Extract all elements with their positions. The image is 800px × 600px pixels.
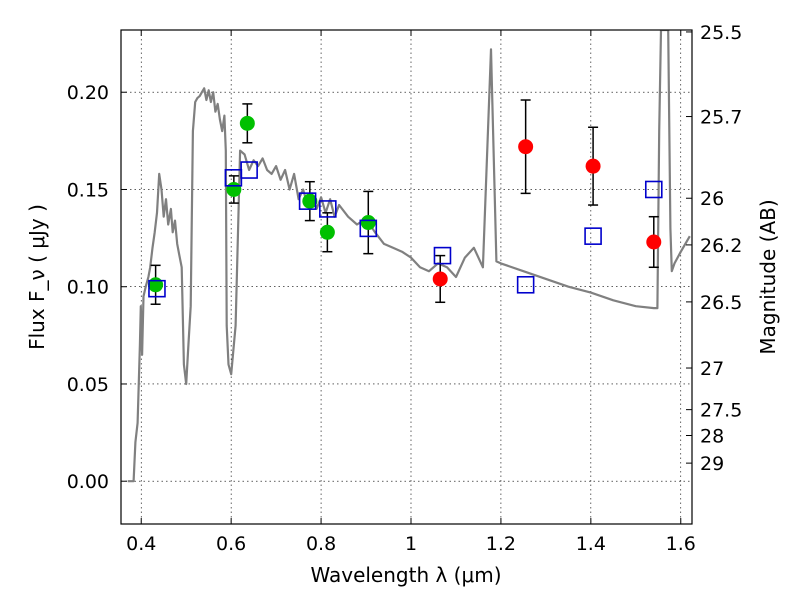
right-tick-label: 25.7: [700, 107, 742, 129]
data-point-square: [148, 279, 166, 298]
model-spectrum: [127, 30, 691, 483]
y-tick-label: 0.20: [67, 82, 109, 104]
data-point-circle: [226, 181, 242, 197]
data-point-square: [644, 180, 663, 199]
axis-ticks: 0.4 0.6 0.8 1 1.2 1.4 1.6 0.00 0.05 0.10 0.15 0.20 2…: [67, 22, 743, 555]
right-tick-label: 27.5: [700, 400, 742, 422]
x-tick-label: 0.6: [216, 533, 246, 555]
data-point-circle: [319, 224, 335, 240]
data-point-circle: [518, 139, 534, 155]
x-axis-label: Wavelength λ (μm): [310, 563, 501, 587]
right-axis-label: Magnitude (AB): [756, 199, 780, 354]
y-tick-label: 0.15: [67, 179, 109, 201]
right-tick-label: 26.5: [700, 292, 742, 314]
data-point-square: [584, 227, 602, 245]
right-tick-label: 29: [700, 453, 724, 475]
data-point-circle: [585, 158, 601, 174]
model-spectrum-line: [127, 30, 691, 483]
data-point-circle: [646, 234, 662, 250]
grid: [121, 30, 692, 524]
right-tick-label: 27: [700, 358, 724, 380]
data-point-circle: [239, 115, 255, 131]
y-tick-label: 0.00: [67, 471, 109, 493]
data-point-circle: [432, 271, 448, 287]
data-point-circle: [302, 193, 318, 209]
data-point-square: [298, 192, 317, 210]
x-tick-label: 1: [405, 533, 417, 555]
y-tick-label: 0.10: [67, 277, 109, 299]
data-point-square: [433, 246, 452, 265]
x-tick-label: 1.2: [486, 533, 516, 555]
right-tick-label: 28: [700, 426, 724, 448]
data-point-square: [240, 161, 258, 179]
data-point-circle: [360, 215, 376, 231]
data-points: [148, 99, 663, 305]
y-tick-label: 0.05: [67, 374, 109, 396]
y-axis-label: Flux F_ν ( μJy ): [25, 204, 49, 350]
data-point-square: [359, 219, 378, 238]
x-tick-label: 0.8: [306, 533, 336, 555]
data-point-circle: [148, 277, 164, 293]
right-tick-label: 25.5: [700, 22, 742, 44]
x-tick-label: 0.4: [126, 533, 156, 555]
right-tick-label: 26.2: [700, 235, 742, 257]
plot-frame: [120, 29, 693, 525]
right-tick-label: 26: [700, 188, 724, 210]
x-tick-label: 1.6: [666, 533, 696, 555]
data-point-square: [319, 200, 337, 218]
data-point-square: [516, 275, 535, 294]
x-tick-label: 1.4: [576, 533, 606, 555]
